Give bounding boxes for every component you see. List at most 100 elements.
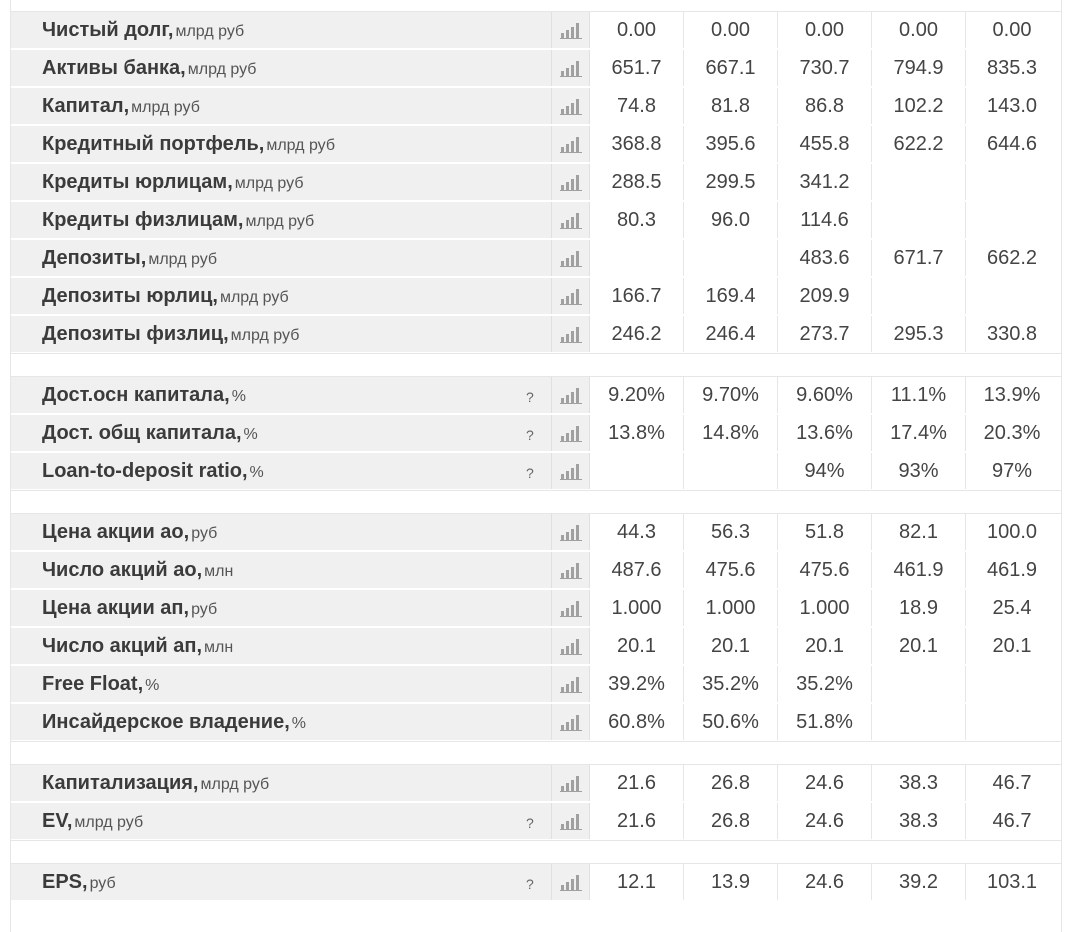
row-label-cell: Депозиты юрлиц, млрд руб [11, 278, 552, 314]
value-cell: 1.000 [778, 590, 872, 626]
chart-button[interactable] [552, 88, 590, 124]
value-cell: 9.20% [590, 377, 684, 413]
chart-button[interactable] [552, 765, 590, 801]
value-cell: 662.2 [966, 240, 1058, 276]
value-cell: 9.70% [684, 377, 778, 413]
value-cell: 86.8 [778, 88, 872, 124]
row-unit: млрд руб [219, 289, 289, 306]
chart-button[interactable] [552, 552, 590, 588]
chart-button[interactable] [552, 453, 590, 489]
chart-button[interactable] [552, 12, 590, 48]
value-cell: 13.9% [966, 377, 1058, 413]
help-icon[interactable]: ? [526, 389, 534, 405]
row-unit: млрд руб [234, 175, 304, 192]
value-cell: 246.2 [590, 316, 684, 352]
chart-button[interactable] [552, 704, 590, 740]
row-unit: руб [191, 601, 218, 618]
bar-chart-icon [559, 61, 582, 77]
value-cell: 455.8 [778, 126, 872, 162]
chart-button[interactable] [552, 316, 590, 352]
group-separator [11, 840, 1061, 864]
bar-chart-icon [559, 875, 582, 891]
value-cell: 20.1 [966, 628, 1058, 664]
row-unit: млрд руб [74, 814, 144, 831]
help-icon[interactable]: ? [526, 876, 534, 892]
value-cell [966, 704, 1058, 740]
value-cell: 80.3 [590, 202, 684, 238]
row-label: Цена акции ао, [42, 520, 190, 543]
row-label-cell: Кредитный портфель, млрд руб [11, 126, 552, 162]
value-cell: 330.8 [966, 316, 1058, 352]
value-cell: 461.9 [966, 552, 1058, 588]
chart-button[interactable] [552, 514, 590, 550]
row-unit: млн [204, 563, 234, 580]
chart-button[interactable] [552, 278, 590, 314]
value-cell: 209.9 [778, 278, 872, 314]
row-unit: млрд руб [148, 251, 218, 268]
table-row: Цена акции ап, руб 1.000 1.000 1.000 18.… [11, 590, 1061, 628]
value-cell: 622.2 [872, 126, 966, 162]
value-cell: 143.0 [966, 88, 1058, 124]
chart-button[interactable] [552, 164, 590, 200]
row-label: Кредиты физлицам, [42, 208, 244, 231]
chart-button[interactable] [552, 126, 590, 162]
bar-chart-icon [559, 213, 582, 229]
row-unit: руб [191, 525, 218, 542]
value-cell: 94% [778, 453, 872, 489]
help-icon[interactable]: ? [526, 465, 534, 481]
value-cell: 299.5 [684, 164, 778, 200]
row-unit: млрд руб [200, 776, 270, 793]
value-cell: 50.6% [684, 704, 778, 740]
value-cell: 14.8% [684, 415, 778, 451]
chart-button[interactable] [552, 666, 590, 702]
value-cell: 730.7 [778, 50, 872, 86]
value-cell [872, 704, 966, 740]
row-label-cell: Loan-to-deposit ratio, % ? [11, 453, 552, 489]
value-cell [872, 666, 966, 702]
chart-button[interactable] [552, 240, 590, 276]
bar-chart-icon [559, 137, 582, 153]
help-icon[interactable]: ? [526, 815, 534, 831]
row-label: Активы банка, [42, 56, 186, 79]
help-icon[interactable]: ? [526, 427, 534, 443]
row-label-cell: Инсайдерское владение, % [11, 704, 552, 740]
value-cell: 835.3 [966, 50, 1058, 86]
value-cell: 24.6 [778, 803, 872, 839]
table-row: Кредиты физлицам, млрд руб 80.3 96.0 114… [11, 202, 1061, 240]
value-cell: 96.0 [684, 202, 778, 238]
row-unit: % [145, 677, 160, 694]
chart-button[interactable] [552, 202, 590, 238]
value-cell: 51.8% [778, 704, 872, 740]
table-row: Капитализация, млрд руб 21.6 26.8 24.6 3… [11, 765, 1061, 803]
row-label-cell: EV, млрд руб ? [11, 803, 552, 839]
row-label: Число акций ап, [42, 634, 203, 657]
row-label-cell: Free Float, % [11, 666, 552, 702]
value-cell: 35.2% [778, 666, 872, 702]
table-row: Число акций ао, млн 487.6 475.6 475.6 46… [11, 552, 1061, 590]
row-label-cell: Дост. общ капитала, % ? [11, 415, 552, 451]
chart-button[interactable] [552, 628, 590, 664]
value-cell: 0.00 [684, 12, 778, 48]
bar-chart-icon [559, 23, 582, 39]
bar-chart-icon [559, 175, 582, 191]
value-cell: 671.7 [872, 240, 966, 276]
chart-button[interactable] [552, 415, 590, 451]
table-top-rule [11, 0, 1061, 12]
value-cell: 0.00 [590, 12, 684, 48]
value-cell: 51.8 [778, 514, 872, 550]
value-cell: 24.6 [778, 765, 872, 801]
row-label: Капитализация, [42, 771, 199, 794]
value-cell: 288.5 [590, 164, 684, 200]
value-cell: 39.2% [590, 666, 684, 702]
value-cell: 74.8 [590, 88, 684, 124]
table-row: EPS, руб ? 12.1 13.9 24.6 39.2 103.1 [11, 864, 1061, 902]
chart-button[interactable] [552, 803, 590, 839]
table-body: Чистый долг, млрд руб 0.00 0.00 0.00 0.0… [11, 12, 1061, 902]
row-unit: млн [204, 639, 234, 656]
chart-button[interactable] [552, 590, 590, 626]
chart-button[interactable] [552, 50, 590, 86]
value-cell [872, 202, 966, 238]
chart-button[interactable] [552, 377, 590, 413]
chart-button[interactable] [552, 864, 590, 900]
value-cell: 651.7 [590, 50, 684, 86]
